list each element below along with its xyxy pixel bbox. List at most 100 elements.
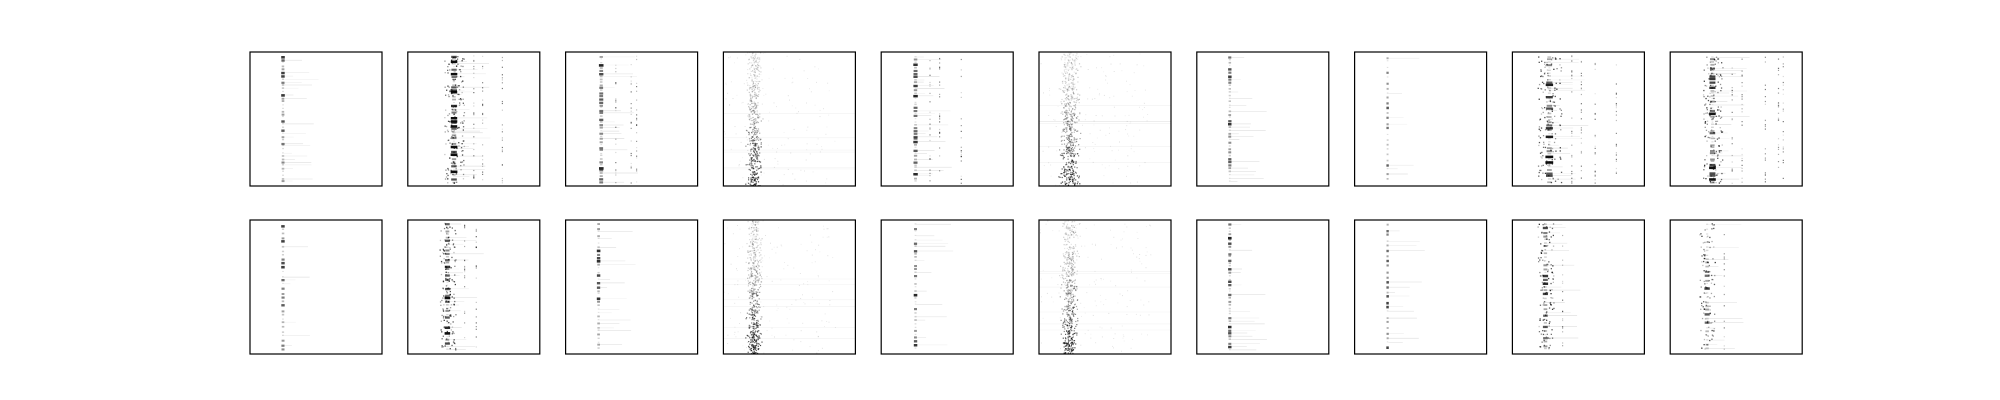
column-speck bbox=[754, 249, 756, 251]
band-mark bbox=[1228, 280, 1232, 283]
column-speck bbox=[1064, 118, 1066, 120]
extra-column-dot bbox=[1731, 170, 1733, 172]
cluster-dot bbox=[1541, 60, 1543, 62]
extra-column-dot bbox=[929, 134, 931, 136]
band-mark bbox=[599, 124, 603, 127]
column-speck bbox=[754, 108, 756, 110]
band-mark bbox=[452, 173, 456, 176]
column-speck bbox=[761, 257, 763, 259]
column-speck bbox=[1071, 266, 1073, 268]
band-tail bbox=[1388, 123, 1408, 125]
column-speck bbox=[1073, 115, 1075, 117]
band-mark bbox=[282, 104, 284, 106]
cluster-dot bbox=[1538, 223, 1540, 225]
cluster-dot bbox=[449, 142, 451, 144]
column-speck bbox=[1070, 285, 1072, 287]
column-speck bbox=[755, 104, 757, 106]
extra-column-dot bbox=[1571, 70, 1573, 72]
noise-speck bbox=[755, 315, 756, 316]
cluster-dot bbox=[452, 95, 454, 97]
extra-column-dot bbox=[1615, 119, 1617, 122]
column-speck bbox=[753, 314, 755, 316]
noise-speck bbox=[788, 322, 790, 324]
column-speck bbox=[1063, 326, 1065, 328]
column-speck bbox=[751, 232, 753, 234]
column-speck bbox=[755, 309, 757, 311]
column-speck bbox=[754, 285, 756, 287]
column-speck bbox=[746, 89, 748, 91]
column-speck bbox=[1075, 289, 1077, 291]
column-speck bbox=[749, 99, 751, 101]
cluster-dot bbox=[462, 173, 465, 176]
column-speck bbox=[1064, 349, 1066, 351]
column-speck bbox=[1074, 280, 1076, 282]
band-mark bbox=[445, 268, 450, 270]
column-speck bbox=[754, 224, 756, 226]
cluster-dot bbox=[458, 85, 460, 87]
column-speck bbox=[749, 308, 751, 310]
column-speck bbox=[1072, 268, 1074, 270]
column-speck bbox=[1070, 94, 1072, 96]
cluster-dot bbox=[1539, 129, 1542, 132]
band-mark bbox=[1386, 153, 1389, 156]
extra-column-dot bbox=[615, 110, 617, 112]
band-mark bbox=[1228, 61, 1232, 64]
cluster-dot bbox=[1544, 89, 1546, 91]
cluster-dot bbox=[1543, 302, 1545, 304]
cluster-dot bbox=[1702, 94, 1705, 96]
column-speck bbox=[1071, 124, 1073, 126]
column-speck bbox=[1079, 138, 1081, 140]
band-tail bbox=[916, 245, 946, 247]
noise-speck bbox=[757, 234, 759, 236]
cluster-dot bbox=[1540, 333, 1542, 335]
column-speck bbox=[1069, 258, 1071, 260]
cluster-dot bbox=[454, 105, 456, 107]
column-speck bbox=[753, 58, 755, 60]
cluster-dot bbox=[1548, 239, 1550, 241]
column-speck bbox=[757, 330, 759, 332]
extra-column-dot bbox=[1594, 63, 1596, 65]
column-speck bbox=[755, 241, 757, 243]
extra-column-dot bbox=[1562, 326, 1564, 328]
band-mark bbox=[597, 223, 600, 225]
cluster-dot bbox=[1542, 297, 1544, 299]
band-tail bbox=[1713, 104, 1745, 106]
band-mark bbox=[599, 75, 603, 78]
column-speck bbox=[754, 268, 756, 270]
column-speck bbox=[1069, 315, 1071, 317]
cluster-dot bbox=[460, 165, 462, 167]
column-speck bbox=[1066, 275, 1068, 277]
noise-speck bbox=[1062, 222, 1064, 224]
column-speck bbox=[752, 268, 755, 270]
noise-speck bbox=[817, 138, 819, 140]
column-speck bbox=[754, 274, 756, 276]
band-tail bbox=[1231, 272, 1241, 273]
column-speck bbox=[751, 80, 753, 82]
cluster-dot bbox=[445, 296, 447, 298]
column-speck bbox=[754, 173, 756, 175]
column-speck bbox=[1073, 306, 1075, 308]
noise-speck bbox=[800, 243, 802, 245]
band-tail bbox=[916, 319, 926, 321]
column-speck bbox=[1064, 227, 1066, 229]
cluster-dot bbox=[1551, 59, 1553, 61]
column-speck bbox=[756, 242, 758, 244]
band-mark bbox=[1706, 233, 1709, 235]
band-mark bbox=[1228, 151, 1232, 154]
cluster-dot bbox=[447, 341, 450, 343]
column-speck bbox=[1068, 252, 1070, 254]
column-speck bbox=[1064, 282, 1066, 284]
column-speck bbox=[1076, 175, 1078, 177]
extra-column-dot bbox=[615, 126, 617, 128]
column-speck bbox=[753, 183, 755, 185]
extra-column-dot bbox=[1580, 93, 1582, 96]
band-tail bbox=[1231, 346, 1247, 347]
column-speck bbox=[749, 100, 751, 102]
column-speck bbox=[1064, 321, 1066, 323]
column-speck bbox=[758, 155, 760, 157]
noise-speck bbox=[1060, 170, 1062, 172]
column-speck bbox=[750, 341, 753, 343]
column-speck bbox=[1068, 265, 1070, 267]
column-speck bbox=[1071, 285, 1073, 287]
cluster-dot bbox=[444, 125, 446, 127]
